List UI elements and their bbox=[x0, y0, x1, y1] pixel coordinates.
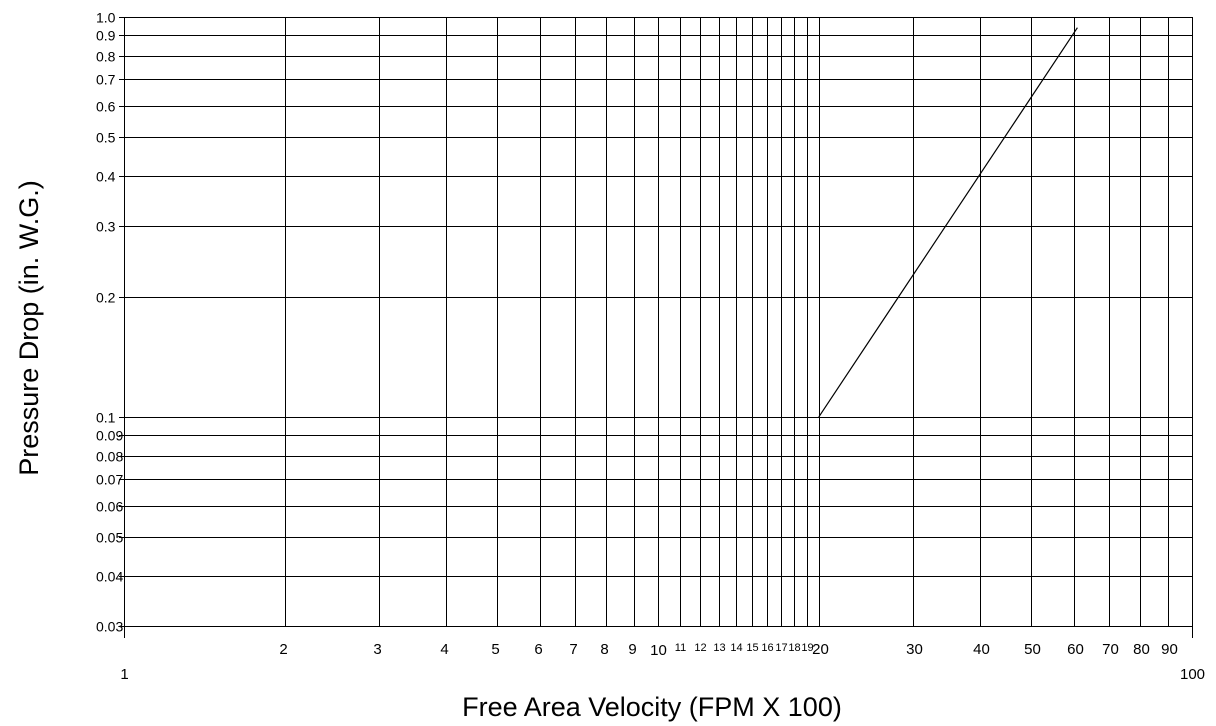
x-tick-label: 70 bbox=[1102, 641, 1119, 658]
x-tick-label: 20 bbox=[812, 641, 829, 658]
y-tick-label: 0.07 bbox=[96, 472, 123, 488]
x-tick-label: 100 bbox=[1180, 666, 1205, 683]
y-tick-label: 0.7 bbox=[96, 72, 116, 88]
x-tick-label: 30 bbox=[906, 641, 923, 658]
x-tick-label: 19 bbox=[801, 642, 813, 654]
x-tick-label: 3 bbox=[373, 641, 381, 658]
x-tick-label: 16 bbox=[761, 642, 773, 654]
y-tick-labels: 0.03 0.04 0.05 0.06 0.07 0.08 0.09 0.1 0.2 0.3 0.4… bbox=[96, 10, 123, 635]
x-tick-label: 6 bbox=[534, 641, 542, 658]
x-tick-label: 11 bbox=[675, 642, 686, 654]
y-axis-title: Pressure Drop (in. W.G.) bbox=[14, 180, 44, 476]
y-tick-label: 0.03 bbox=[96, 619, 123, 635]
x-tick-label: 60 bbox=[1067, 641, 1084, 658]
x-tick-label: 14 bbox=[730, 642, 742, 654]
y-tick-label: 0.04 bbox=[96, 569, 123, 585]
series-layer bbox=[818, 27, 1078, 418]
x-tick-label: 12 bbox=[694, 642, 706, 654]
y-tick-label: 0.2 bbox=[96, 290, 116, 306]
x-tick-label: 9 bbox=[628, 641, 636, 658]
x-tick-label: 80 bbox=[1133, 641, 1150, 658]
x-tick-label: 18 bbox=[788, 642, 800, 654]
x-tick-label: 13 bbox=[713, 642, 725, 654]
x-tick-label: 40 bbox=[973, 641, 990, 658]
series-line bbox=[818, 27, 1078, 418]
x-tick-label: 10 bbox=[650, 642, 667, 659]
x-tick-label: 17 bbox=[775, 642, 787, 654]
y-tick-label: 1.0 bbox=[96, 10, 116, 26]
y-tick-label: 0.5 bbox=[96, 130, 116, 146]
y-tick-label: 0.08 bbox=[96, 449, 123, 465]
x-tick-label: 2 bbox=[279, 641, 287, 658]
y-gridlines bbox=[119, 17, 1192, 627]
x-tick-label: 8 bbox=[600, 641, 608, 658]
x-tick-label: 50 bbox=[1024, 641, 1041, 658]
y-tick-label: 0.6 bbox=[96, 99, 116, 115]
y-tick-label: 0.06 bbox=[96, 499, 123, 515]
y-tick-label: 0.4 bbox=[96, 169, 116, 185]
y-tick-label: 0.1 bbox=[96, 410, 116, 426]
x-tick-label: 4 bbox=[440, 641, 448, 658]
y-tick-label: 0.3 bbox=[96, 219, 116, 235]
y-tick-label: 0.9 bbox=[96, 28, 116, 44]
x-gridlines bbox=[124, 17, 1193, 638]
x-tick-label: 5 bbox=[491, 641, 499, 658]
x-tick-label: 7 bbox=[569, 641, 577, 658]
y-tick-label: 0.05 bbox=[96, 530, 123, 546]
y-tick-label: 0.09 bbox=[96, 428, 123, 444]
x-tick-label: 15 bbox=[746, 642, 758, 654]
x-tick-label: 90 bbox=[1161, 641, 1178, 658]
x-axis-title: Free Area Velocity (FPM X 100) bbox=[462, 692, 842, 722]
y-tick-label: 0.8 bbox=[96, 49, 116, 65]
x-tick-label: 1 bbox=[120, 666, 128, 683]
